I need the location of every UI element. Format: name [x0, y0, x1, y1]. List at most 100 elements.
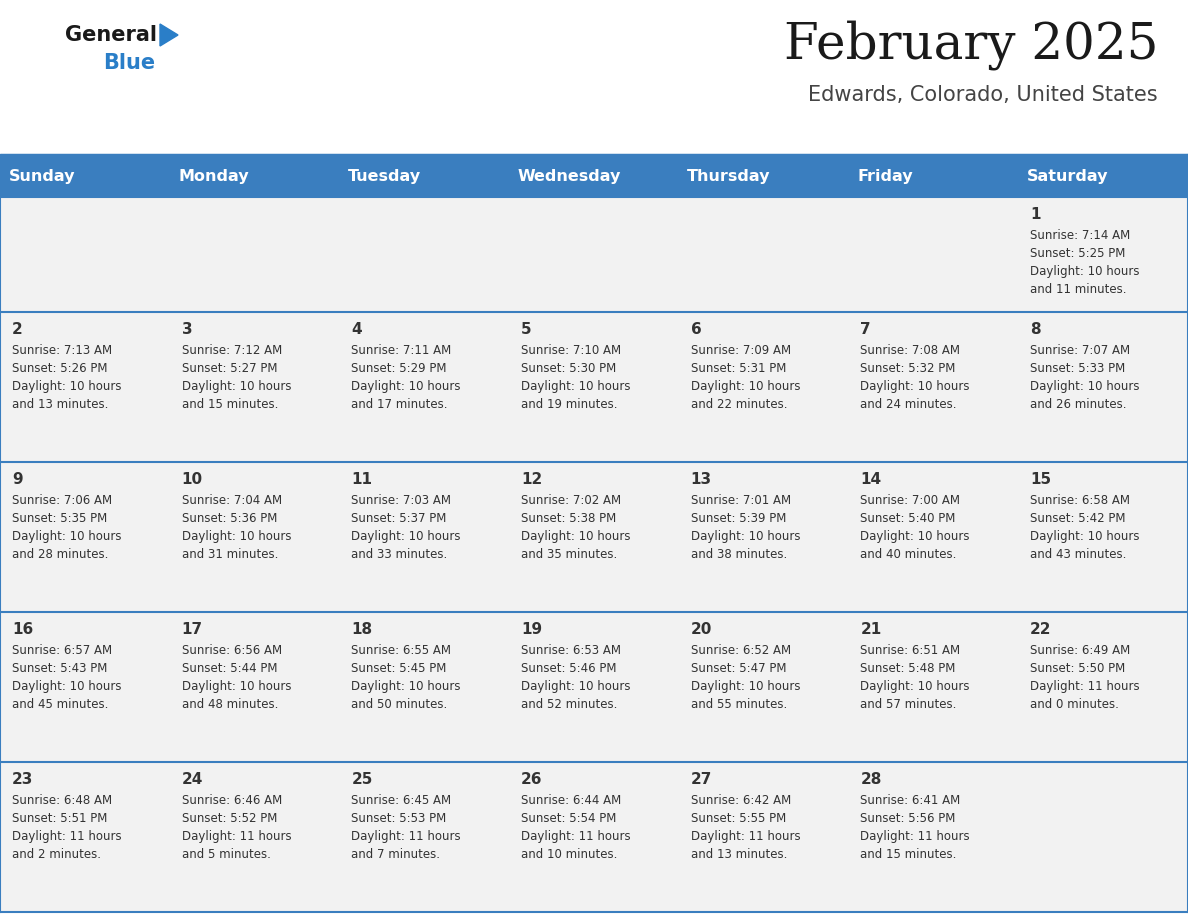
Text: Sunset: 5:43 PM: Sunset: 5:43 PM [12, 662, 107, 675]
Text: and 43 minutes.: and 43 minutes. [1030, 548, 1126, 561]
Text: 28: 28 [860, 772, 881, 787]
Text: and 15 minutes.: and 15 minutes. [182, 398, 278, 411]
Text: Sunset: 5:42 PM: Sunset: 5:42 PM [1030, 512, 1126, 525]
Text: and 7 minutes.: and 7 minutes. [352, 848, 441, 861]
Bar [340, 462, 510, 612]
Text: Daylight: 10 hours: Daylight: 10 hours [690, 530, 801, 543]
Text: Sunrise: 7:03 AM: Sunrise: 7:03 AM [352, 494, 451, 507]
Text: Daylight: 10 hours: Daylight: 10 hours [860, 380, 969, 393]
Text: Sunrise: 7:04 AM: Sunrise: 7:04 AM [182, 494, 282, 507]
Text: 14: 14 [860, 472, 881, 487]
Text: 15: 15 [1030, 472, 1051, 487]
Text: Saturday: Saturday [1026, 169, 1108, 184]
Text: 25: 25 [352, 772, 373, 787]
Text: Sunrise: 6:44 AM: Sunrise: 6:44 AM [522, 794, 621, 807]
Text: and 13 minutes.: and 13 minutes. [12, 398, 108, 411]
Text: Daylight: 10 hours: Daylight: 10 hours [352, 680, 461, 693]
Bar [170, 462, 340, 612]
Text: Sunset: 5:51 PM: Sunset: 5:51 PM [12, 812, 107, 825]
Text: Sunset: 5:27 PM: Sunset: 5:27 PM [182, 362, 277, 375]
Text: and 2 minutes.: and 2 minutes. [12, 848, 101, 861]
Bar [340, 197, 510, 312]
Bar [678, 762, 848, 912]
Text: and 19 minutes.: and 19 minutes. [522, 398, 618, 411]
Text: Daylight: 11 hours: Daylight: 11 hours [522, 830, 631, 843]
Text: Sunrise: 7:10 AM: Sunrise: 7:10 AM [522, 344, 621, 357]
Text: 11: 11 [352, 472, 372, 487]
Text: Sunset: 5:36 PM: Sunset: 5:36 PM [182, 512, 277, 525]
Bar [848, 155, 1018, 197]
Bar [678, 197, 848, 312]
Bar [170, 155, 340, 197]
Bar [510, 155, 678, 197]
Bar [510, 462, 678, 612]
Text: 22: 22 [1030, 622, 1051, 637]
Text: Thursday: Thursday [688, 169, 771, 184]
Text: Sunrise: 6:41 AM: Sunrise: 6:41 AM [860, 794, 961, 807]
Text: 3: 3 [182, 322, 192, 337]
Bar [510, 312, 678, 462]
Bar [848, 312, 1018, 462]
Bar [340, 155, 510, 197]
Text: Sunrise: 6:57 AM: Sunrise: 6:57 AM [12, 644, 112, 657]
Text: 10: 10 [182, 472, 203, 487]
Text: Edwards, Colorado, United States: Edwards, Colorado, United States [808, 85, 1158, 105]
Text: Sunrise: 7:06 AM: Sunrise: 7:06 AM [12, 494, 112, 507]
Text: Sunrise: 7:00 AM: Sunrise: 7:00 AM [860, 494, 960, 507]
Text: Sunrise: 6:42 AM: Sunrise: 6:42 AM [690, 794, 791, 807]
Polygon shape [160, 24, 178, 46]
Bar [510, 197, 678, 312]
Text: Sunset: 5:52 PM: Sunset: 5:52 PM [182, 812, 277, 825]
Bar [510, 612, 678, 762]
Text: Daylight: 10 hours: Daylight: 10 hours [522, 380, 631, 393]
Text: Daylight: 11 hours: Daylight: 11 hours [1030, 680, 1139, 693]
Text: and 10 minutes.: and 10 minutes. [522, 848, 618, 861]
Text: Daylight: 10 hours: Daylight: 10 hours [12, 530, 121, 543]
Text: 19: 19 [522, 622, 542, 637]
Text: Sunset: 5:37 PM: Sunset: 5:37 PM [352, 512, 447, 525]
Text: Sunrise: 6:51 AM: Sunrise: 6:51 AM [860, 644, 961, 657]
Text: Sunset: 5:26 PM: Sunset: 5:26 PM [12, 362, 107, 375]
Text: 12: 12 [522, 472, 542, 487]
Text: Sunrise: 6:45 AM: Sunrise: 6:45 AM [352, 794, 451, 807]
Text: Daylight: 10 hours: Daylight: 10 hours [690, 380, 801, 393]
Text: Sunset: 5:56 PM: Sunset: 5:56 PM [860, 812, 956, 825]
Bar [0, 312, 170, 462]
Text: Blue: Blue [103, 53, 156, 73]
Bar [678, 462, 848, 612]
Text: Wednesday: Wednesday [518, 169, 621, 184]
Text: Sunrise: 6:46 AM: Sunrise: 6:46 AM [182, 794, 282, 807]
Text: Daylight: 10 hours: Daylight: 10 hours [1030, 265, 1139, 278]
Text: 8: 8 [1030, 322, 1041, 337]
Bar [1018, 612, 1188, 762]
Text: and 31 minutes.: and 31 minutes. [182, 548, 278, 561]
Text: Daylight: 10 hours: Daylight: 10 hours [522, 530, 631, 543]
Text: Daylight: 11 hours: Daylight: 11 hours [352, 830, 461, 843]
Text: and 22 minutes.: and 22 minutes. [690, 398, 788, 411]
Text: Sunrise: 7:14 AM: Sunrise: 7:14 AM [1030, 229, 1131, 242]
Text: Sunset: 5:44 PM: Sunset: 5:44 PM [182, 662, 277, 675]
Bar [0, 612, 170, 762]
Text: Monday: Monday [178, 169, 248, 184]
Text: Sunset: 5:25 PM: Sunset: 5:25 PM [1030, 247, 1125, 260]
Text: Sunrise: 6:48 AM: Sunrise: 6:48 AM [12, 794, 112, 807]
Bar [848, 612, 1018, 762]
Text: Daylight: 11 hours: Daylight: 11 hours [12, 830, 121, 843]
Text: Sunset: 5:33 PM: Sunset: 5:33 PM [1030, 362, 1125, 375]
Text: Friday: Friday [857, 169, 912, 184]
Text: Sunset: 5:53 PM: Sunset: 5:53 PM [352, 812, 447, 825]
Text: Sunrise: 7:02 AM: Sunrise: 7:02 AM [522, 494, 621, 507]
Bar [0, 762, 170, 912]
Text: Sunset: 5:54 PM: Sunset: 5:54 PM [522, 812, 617, 825]
Bar [340, 312, 510, 462]
Text: and 24 minutes.: and 24 minutes. [860, 398, 958, 411]
Text: 1: 1 [1030, 207, 1041, 222]
Text: and 28 minutes.: and 28 minutes. [12, 548, 108, 561]
Bar [678, 155, 848, 197]
Bar [1018, 197, 1188, 312]
Bar [170, 612, 340, 762]
Bar [0, 462, 170, 612]
Bar [848, 462, 1018, 612]
Bar [1018, 155, 1188, 197]
Text: and 48 minutes.: and 48 minutes. [182, 698, 278, 711]
